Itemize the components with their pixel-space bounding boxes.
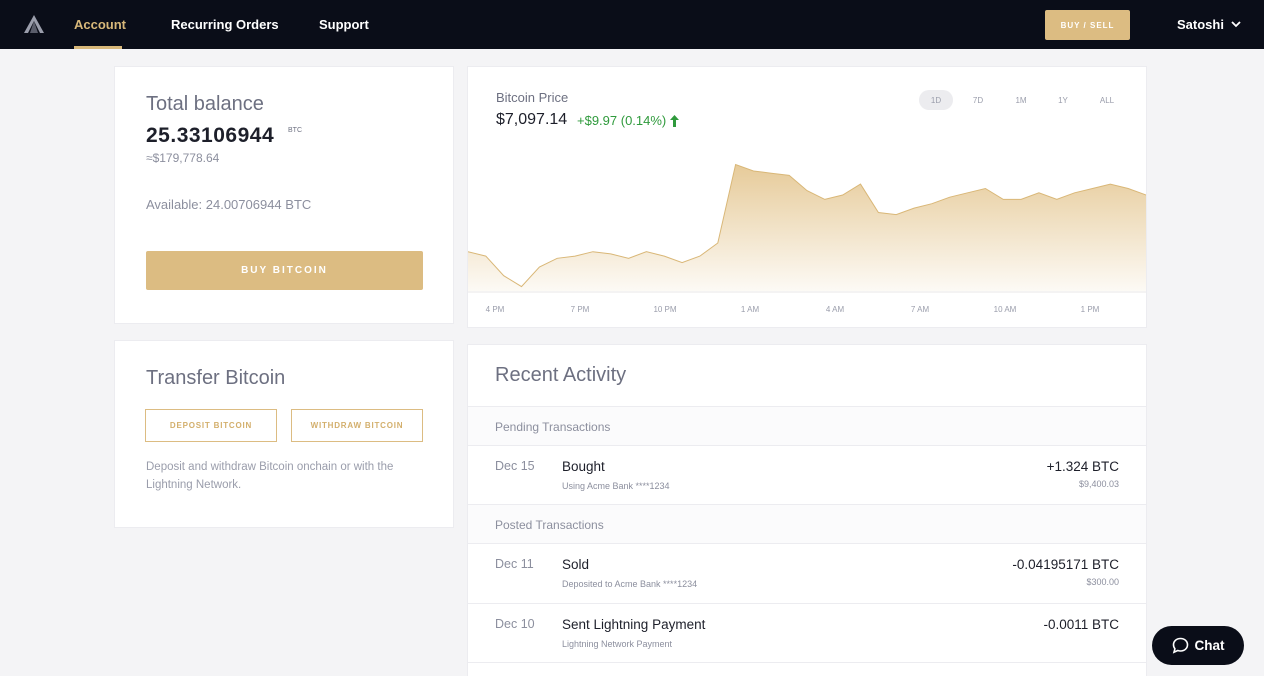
range-tab-1y[interactable]: 1Y: [1058, 95, 1068, 105]
x-tick-label: 7 PM: [570, 305, 590, 314]
tx-title: Sold: [562, 557, 590, 572]
price-area-fill: [468, 164, 1146, 293]
activity-title: Recent Activity: [495, 364, 627, 386]
table-row: [468, 662, 1146, 676]
tx-amount: -0.04195171 BTC: [1012, 557, 1119, 572]
top-navigation-bar: Account Recurring Orders Support BUY / S…: [0, 0, 1264, 49]
recent-activity-card: Recent Activity Pending Transactions Dec…: [467, 344, 1147, 676]
transfer-description: Deposit and withdraw Bitcoin onchain or …: [146, 461, 394, 491]
user-name: Satoshi: [1177, 17, 1224, 32]
nav-item-account[interactable]: Account: [74, 17, 126, 32]
table-row[interactable]: Dec 10 Sent Lightning Payment Lightning …: [468, 603, 1146, 662]
buy-sell-button[interactable]: BUY / SELL: [1045, 10, 1130, 40]
tx-subtitle: Deposited to Acme Bank ****1234: [562, 579, 698, 589]
current-price: $7,097.14: [496, 111, 568, 128]
x-tick-label: 1 PM: [1080, 305, 1100, 314]
range-tab-7d[interactable]: 7D: [972, 95, 984, 105]
balance-card: Total balance 25.33106944 BTC ≈$179,778.…: [114, 66, 454, 324]
chat-button[interactable]: Chat: [1152, 626, 1244, 665]
mountain-logo-icon[interactable]: [23, 14, 45, 34]
tx-amount: -0.0011 BTC: [1043, 617, 1119, 632]
posted-header-label: Posted Transactions: [495, 518, 604, 532]
price-change-value: +$9.97 (0.14%): [577, 113, 667, 128]
x-tick-label: 1 AM: [740, 305, 760, 314]
price-line: [468, 163, 1146, 288]
transfer-title: Transfer Bitcoin: [146, 367, 286, 389]
withdraw-bitcoin-button[interactable]: WITHDRAW BITCOIN: [291, 409, 423, 442]
tx-subtitle: Using Acme Bank ****1234: [562, 481, 670, 491]
tx-date: Dec 10: [495, 617, 535, 631]
tx-fiat: $300.00: [1086, 577, 1119, 587]
balance-fiat: ≈$179,778.64: [146, 151, 220, 165]
arrow-up-icon: [670, 114, 680, 127]
pending-section-header: Pending Transactions: [468, 406, 1146, 446]
deposit-bitcoin-button[interactable]: DEPOSIT BITCOIN: [145, 409, 277, 442]
available-balance: Available: 24.00706944 BTC: [146, 197, 312, 212]
pending-header-label: Pending Transactions: [495, 420, 611, 434]
tx-subtitle: Lightning Network Payment: [562, 639, 673, 649]
range-tab-1m[interactable]: 1M: [1015, 95, 1027, 105]
user-menu[interactable]: Satoshi: [1177, 17, 1241, 32]
balance-amount: 25.33106944: [146, 124, 275, 147]
table-row[interactable]: Dec 15 Bought Using Acme Bank ****1234 +…: [468, 445, 1146, 504]
tx-date: Dec 15: [495, 459, 535, 473]
active-nav-indicator: [74, 46, 122, 49]
x-tick-label: 4 PM: [485, 305, 505, 314]
price-area-chart: [468, 163, 1146, 293]
nav-item-recurring-orders[interactable]: Recurring Orders: [171, 17, 279, 32]
tx-amount: +1.324 BTC: [1046, 459, 1119, 474]
x-tick-label: 10 AM: [993, 305, 1017, 314]
tx-date: Dec 11: [495, 557, 534, 571]
posted-section-header: Posted Transactions: [468, 504, 1146, 544]
price-chart-card: Bitcoin Price $7,097.14 +$9.97 (0.14%) 1…: [467, 66, 1147, 328]
chevron-down-icon: [1231, 21, 1241, 28]
buy-bitcoin-button[interactable]: BUY BITCOIN: [146, 251, 423, 290]
range-tab-1d[interactable]: 1D: [919, 90, 953, 110]
tx-fiat: $9,400.03: [1078, 479, 1119, 489]
table-row[interactable]: Dec 11 Sold Deposited to Acme Bank ****1…: [468, 543, 1146, 602]
transfer-card: Transfer Bitcoin DEPOSIT BITCOIN WITHDRA…: [114, 340, 454, 528]
balance-unit: BTC: [288, 127, 302, 134]
chart-label: Bitcoin Price: [496, 90, 569, 105]
x-tick-label: 10 PM: [653, 305, 677, 314]
tx-title: Bought: [562, 459, 605, 474]
chat-label: Chat: [1194, 638, 1225, 653]
tx-title: Sent Lightning Payment: [562, 617, 706, 632]
price-change: +$9.97 (0.14%): [577, 113, 680, 128]
nav-item-support[interactable]: Support: [319, 17, 369, 32]
range-tab-all[interactable]: ALL: [1099, 95, 1115, 105]
chat-bubble-icon: [1172, 637, 1188, 654]
x-tick-label: 4 AM: [825, 305, 845, 314]
x-tick-label: 7 AM: [910, 305, 930, 314]
balance-title: Total balance: [146, 93, 264, 115]
